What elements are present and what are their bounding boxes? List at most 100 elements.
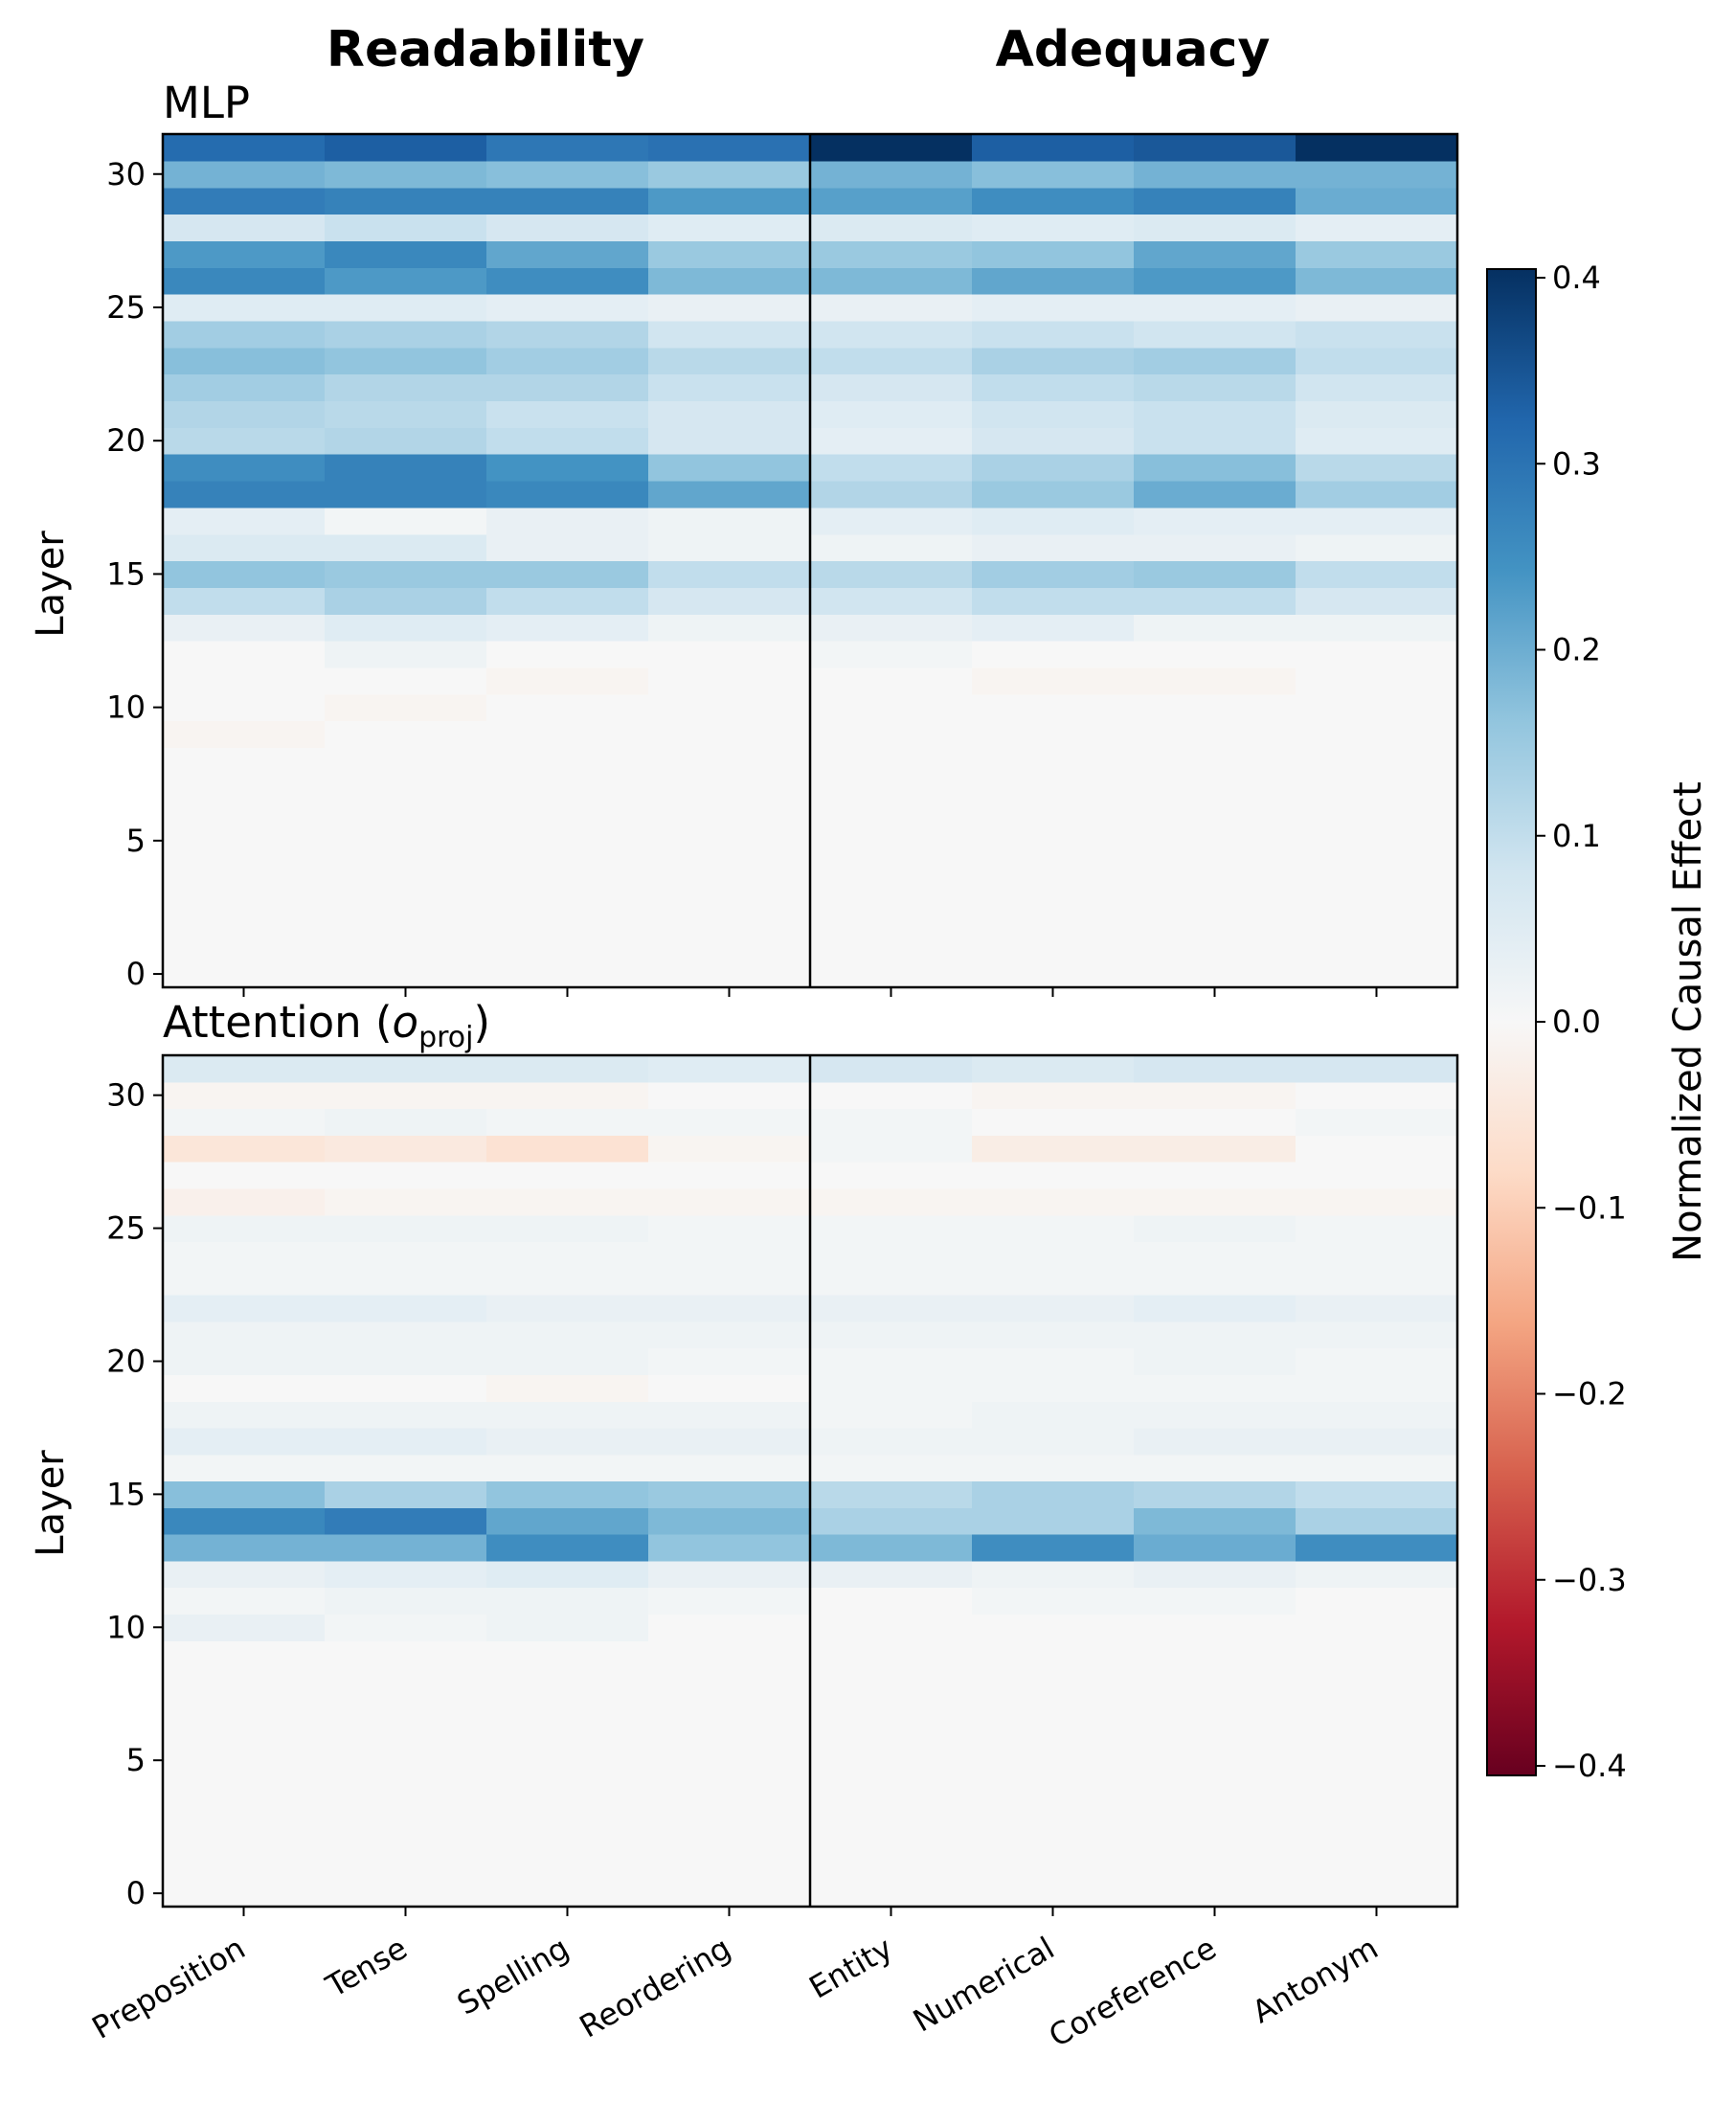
mlp-frame	[161, 132, 1459, 989]
xtick-label-tense: Tense	[319, 1930, 413, 2005]
mlp-cell-l25-c5	[972, 294, 1135, 322]
attn-cell-l5-c1	[325, 1747, 487, 1774]
attn-cell-l20-c6	[1134, 1347, 1296, 1375]
mlp-cell-l5-c0	[163, 826, 326, 855]
attn-cell-l27-c5	[972, 1162, 1135, 1189]
attn-cell-l0-c7	[1296, 1880, 1458, 1908]
attn-cell-l30-c5	[972, 1081, 1135, 1110]
xtick-label-antonym: Antonym	[1246, 1930, 1384, 2030]
mlp-cell-l28-c6	[1134, 214, 1296, 241]
attn-cell-l19-c6	[1134, 1374, 1296, 1402]
attn-cell-l21-c3	[648, 1321, 811, 1349]
mlp-cell-l20-c7	[1296, 427, 1458, 455]
mlp-ytick-label: 0	[126, 956, 146, 992]
attn-cell-l13-c5	[972, 1534, 1135, 1562]
mlp-cell-l18-c2	[486, 480, 649, 508]
mlp-cell-l24-c7	[1296, 320, 1458, 349]
attn-cell-l17-c1	[325, 1427, 487, 1456]
mlp-cell-l15-c4	[810, 560, 973, 588]
attn-cell-l10-c5	[972, 1614, 1135, 1641]
mlp-cell-l2-c6	[1134, 907, 1296, 935]
mlp-cell-l18-c6	[1134, 480, 1296, 508]
attn-cell-l26-c2	[486, 1187, 649, 1216]
mlp-cell-l23-c6	[1134, 347, 1296, 375]
attn-cell-l7-c3	[648, 1693, 811, 1722]
attn-cell-l6-c3	[648, 1720, 811, 1748]
attn-cell-l15-c5	[972, 1480, 1135, 1508]
mlp-cell-l4-c2	[486, 853, 649, 882]
mlp-cell-l16-c5	[972, 533, 1135, 562]
attn-cell-l16-c3	[648, 1454, 811, 1482]
mlp-cell-l6-c6	[1134, 801, 1296, 828]
attn-cell-l2-c3	[648, 1826, 811, 1855]
mlp-cell-l22-c2	[486, 373, 649, 402]
mlp-cell-l19-c2	[486, 454, 649, 482]
mlp-cell-l20-c5	[972, 427, 1135, 455]
attn-cell-l31-c2	[486, 1055, 649, 1083]
mlp-cell-l26-c7	[1296, 267, 1458, 295]
attn-cell-l4-c2	[486, 1773, 649, 1801]
mlp-cell-l0-c6	[1134, 960, 1296, 988]
attn-cell-l5-c0	[163, 1747, 326, 1774]
attn-cell-l27-c6	[1134, 1162, 1296, 1189]
attn-cell-l9-c3	[648, 1640, 811, 1668]
attn-cell-l31-c6	[1134, 1055, 1296, 1083]
mlp-cell-l11-c5	[972, 666, 1135, 695]
attn-ytick-label: 15	[106, 1476, 146, 1512]
mlp-cell-l22-c4	[810, 373, 973, 402]
attn-cell-l8-c5	[972, 1666, 1135, 1695]
mlp-cell-l27-c2	[486, 240, 649, 268]
mlp-cell-l1-c5	[972, 934, 1135, 961]
mlp-cell-l30-c3	[648, 160, 811, 189]
mlp-cell-l16-c0	[163, 533, 326, 562]
mlp-cell-l27-c3	[648, 240, 811, 268]
attn-cell-l7-c0	[163, 1693, 326, 1722]
colorbar-tick-label: 0.3	[1552, 445, 1601, 482]
attn-cell-l0-c3	[648, 1880, 811, 1908]
attn-cell-l11-c6	[1134, 1587, 1296, 1615]
mlp-cell-l17-c5	[972, 507, 1135, 535]
attn-cell-l31-c3	[648, 1055, 811, 1083]
mlp-cell-l14-c1	[325, 587, 487, 615]
mlp-cell-l21-c5	[972, 400, 1135, 428]
attn-cell-l15-c2	[486, 1480, 649, 1508]
mlp-cell-l6-c2	[486, 801, 649, 828]
attn-cell-l22-c2	[486, 1295, 649, 1322]
attn-cell-l3-c0	[163, 1799, 326, 1828]
mlp-cell-l12-c5	[972, 641, 1135, 668]
mlp-cell-l8-c6	[1134, 747, 1296, 775]
mlp-cell-l19-c5	[972, 454, 1135, 482]
mlp-cell-l24-c3	[648, 320, 811, 349]
mlp-cell-l3-c2	[486, 880, 649, 909]
attn-cell-l3-c1	[325, 1799, 487, 1828]
mlp-cell-l3-c4	[810, 880, 973, 909]
xtick-label-numerical: Numerical	[907, 1930, 1060, 2040]
attn-cell-l1-c0	[163, 1853, 326, 1881]
mlp-cell-l2-c7	[1296, 907, 1458, 935]
attn-frame	[161, 1053, 1459, 1909]
attn-cell-l10-c0	[163, 1614, 326, 1641]
attn-cell-l12-c5	[972, 1560, 1135, 1589]
mlp-cell-l23-c5	[972, 347, 1135, 375]
attn-cell-l9-c0	[163, 1640, 326, 1668]
mlp-cell-l30-c5	[972, 160, 1135, 189]
mlp-cell-l8-c4	[810, 747, 973, 775]
attn-cell-l25-c7	[1296, 1214, 1458, 1243]
mlp-ytick-label: 15	[106, 555, 146, 592]
mlp-cell-l11-c3	[648, 666, 811, 695]
attn-cell-l12-c4	[810, 1560, 973, 1589]
attn-cell-l26-c7	[1296, 1187, 1458, 1216]
attn-cell-l12-c3	[648, 1560, 811, 1589]
attn-cell-l14-c2	[486, 1507, 649, 1535]
attn-cell-l18-c0	[163, 1401, 326, 1429]
mlp-cell-l27-c0	[163, 240, 326, 268]
mlp-cell-l3-c3	[648, 880, 811, 909]
mlp-cell-l8-c2	[486, 747, 649, 775]
mlp-cell-l15-c2	[486, 560, 649, 588]
attn-cell-l19-c7	[1296, 1374, 1458, 1402]
attn-cell-l27-c0	[163, 1162, 326, 1189]
mlp-cell-l12-c7	[1296, 641, 1458, 668]
mlp-cell-l20-c2	[486, 427, 649, 455]
mlp-cell-l4-c0	[163, 853, 326, 882]
mlp-cell-l9-c1	[325, 720, 487, 748]
